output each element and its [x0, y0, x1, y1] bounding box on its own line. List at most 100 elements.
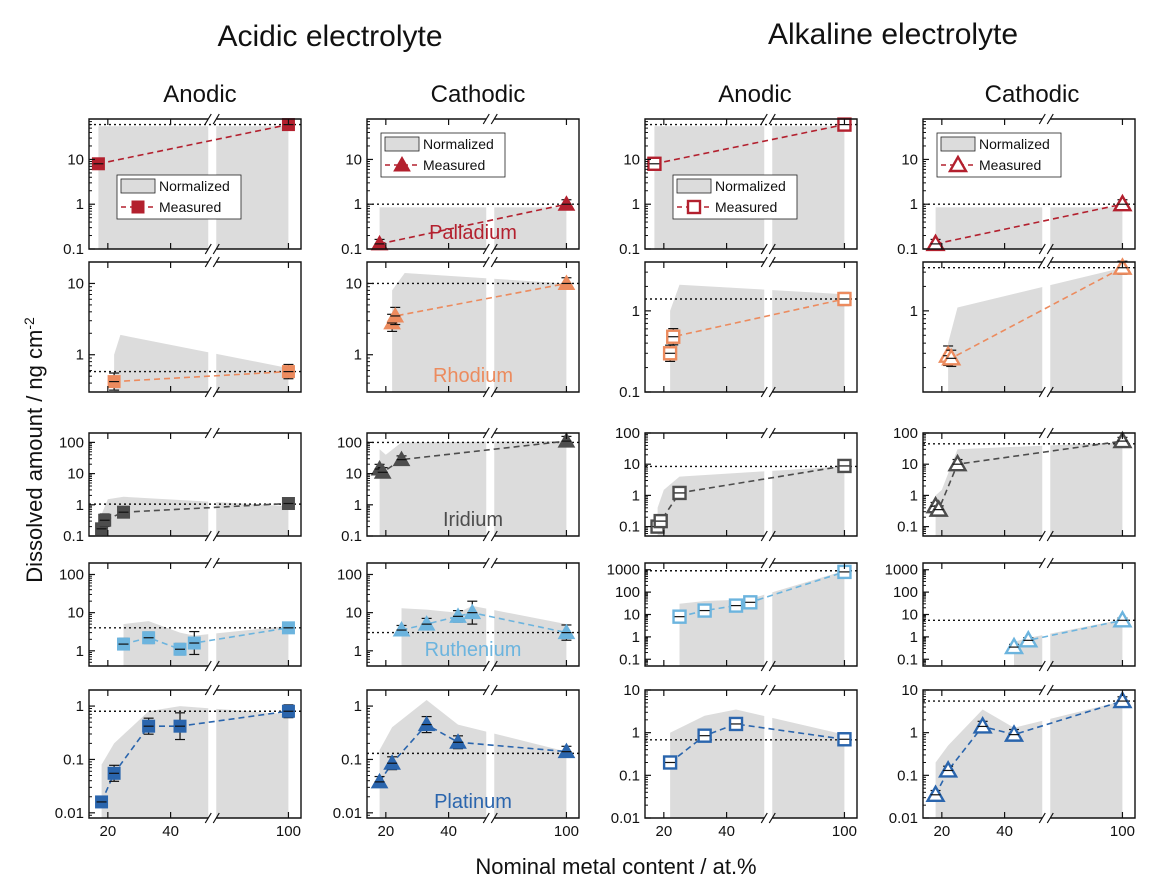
panel-frame — [366, 261, 580, 393]
panel-frame — [644, 689, 858, 819]
y-tick-label: 0.1 — [619, 519, 640, 536]
y-tick-label: 100 — [337, 434, 362, 451]
panel-frame — [644, 261, 858, 393]
legend: Normalized Measured — [672, 174, 798, 220]
break-mark — [1038, 530, 1046, 542]
break-mark — [768, 684, 776, 696]
data-point — [463, 603, 482, 620]
measured-line — [669, 723, 845, 764]
y-tick-label: 1 — [354, 347, 362, 364]
y-tick-label: 0.01 — [889, 810, 918, 827]
x-tick-label: 40 — [440, 823, 457, 840]
legend-measured-marker — [393, 155, 411, 172]
normalized-band — [670, 284, 845, 392]
normalized-band — [101, 496, 289, 536]
y-tick-label: 0.01 — [333, 805, 362, 822]
y-tick-label: 1 — [76, 698, 84, 715]
panel-palladium-3: 0.1 1 10 Normalized Measured — [897, 113, 1136, 258]
x-tick-label: 100 — [554, 823, 579, 840]
break-mark — [212, 113, 220, 125]
data-point — [925, 233, 946, 252]
data-point — [1003, 636, 1025, 655]
break-mark — [1038, 557, 1046, 569]
normalized-band — [670, 709, 845, 818]
legend-normalized-label: Normalized — [159, 178, 230, 194]
panel-palladium-2: 0.1 1 10 Normalized Measured — [619, 113, 858, 258]
y-axis-label: Dissolved amount / ng cm-2 — [21, 317, 47, 583]
axis-break-gap — [764, 262, 773, 392]
break-mark — [204, 530, 212, 542]
break-mark — [1046, 427, 1054, 439]
break-mark — [204, 243, 212, 255]
break-mark — [760, 386, 768, 398]
break-mark — [760, 530, 768, 542]
break-mark — [482, 256, 490, 268]
measured-line — [114, 370, 289, 383]
header-acidic: Acidic electrolyte — [217, 20, 442, 53]
panel-rhodium-1: 1 10 Rhodium — [345, 256, 580, 398]
break-mark — [1046, 256, 1054, 268]
break-mark — [1038, 812, 1046, 824]
panel-rhodium-2: 0.11 — [619, 256, 858, 401]
data-point — [557, 274, 576, 290]
measured-line — [935, 203, 1123, 245]
break-mark — [768, 113, 776, 125]
y-tick-label: 1 — [632, 196, 640, 213]
data-point — [1003, 724, 1025, 742]
y-tick-label: 100 — [893, 425, 918, 442]
break-mark — [768, 660, 776, 672]
y-tick-label: 0.1 — [63, 528, 84, 545]
y-tick-label: 1000 — [885, 562, 918, 579]
column-title-alkaline-anodic: Anodic — [718, 81, 791, 108]
y-tick-label: 10 — [67, 275, 84, 292]
break-mark — [760, 427, 768, 439]
panel-frame — [922, 689, 1136, 819]
panel-ruthenium-0: 1 10 100 — [59, 557, 302, 672]
break-mark — [1046, 812, 1054, 824]
measured-line — [100, 710, 289, 803]
break-mark — [768, 243, 776, 255]
x-tick-label: 40 — [996, 823, 1013, 840]
panel-frame — [644, 118, 858, 250]
break-mark — [204, 557, 212, 569]
y-tick-label: 10 — [623, 607, 640, 624]
metal-label: Ruthenium — [425, 639, 522, 661]
panel-rhodium-0: 1 10 — [67, 256, 302, 398]
axis-break-gap — [1042, 433, 1051, 536]
x-tick-label: 20 — [377, 823, 394, 840]
y-tick-label: 1 — [910, 629, 918, 646]
panel-platinum-3: 0.01 0.1 1 10 20 40 100 — [889, 682, 1136, 840]
break-mark — [760, 684, 768, 696]
y-axis-label-text: Dissolved amount / ng cm — [22, 330, 47, 583]
panel-frame — [644, 432, 858, 537]
break-mark — [204, 660, 212, 672]
break-mark — [482, 113, 490, 125]
y-tick-label: 10 — [623, 682, 640, 699]
data-point — [1112, 430, 1133, 449]
break-mark — [482, 812, 490, 824]
axis-break-gap — [486, 563, 495, 666]
panel-rhodium-3: 1 — [910, 256, 1136, 398]
axis-break-gap — [1042, 690, 1051, 818]
break-mark — [490, 660, 498, 672]
column-title-acidic-cathodic: Cathodic — [431, 81, 526, 108]
normalized-band — [935, 207, 1123, 249]
data-point — [417, 615, 436, 631]
y-tick-label: 0.1 — [619, 384, 640, 401]
panel-iridium-1: 0.1 1 10 100 Iridium — [337, 427, 580, 545]
y-tick-label: 1 — [354, 196, 362, 213]
y-tick-label: 0.1 — [619, 767, 640, 784]
panel-frame — [922, 261, 1136, 393]
data-point — [947, 453, 968, 472]
data-point — [557, 623, 576, 640]
break-mark — [760, 243, 768, 255]
break-mark — [1046, 557, 1054, 569]
y-tick-label: 10 — [345, 275, 362, 292]
axis-break-gap — [1042, 563, 1051, 666]
break-mark — [490, 256, 498, 268]
normalized-band — [379, 207, 567, 249]
normalized-band — [401, 605, 567, 666]
data-point — [928, 499, 949, 517]
axis-break-gap — [486, 433, 495, 536]
y-tick-label: 1 — [76, 196, 84, 213]
